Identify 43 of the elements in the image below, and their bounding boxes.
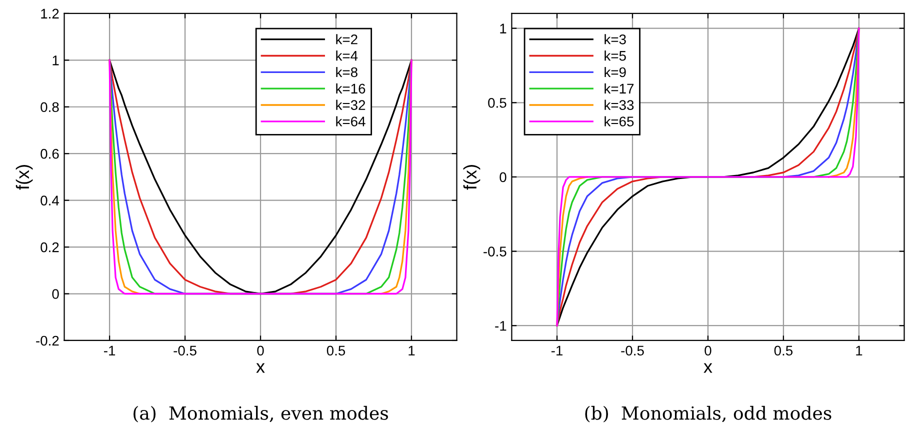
legend-label: k=4: [336, 50, 358, 61]
legend-label: k=2: [336, 34, 358, 44]
legend-label: k=16: [336, 83, 366, 94]
y-tick-label: 0.8: [40, 102, 59, 112]
x-axis-title: x: [256, 363, 265, 373]
y-tick-label: 0: [500, 172, 506, 182]
x-axis-title: x: [704, 363, 712, 373]
y-tick-label: 0: [52, 289, 59, 299]
x-tick-label: 0: [704, 346, 712, 356]
x-tick-label: 0.5: [326, 346, 346, 356]
y-tick-label: 1.2: [41, 8, 59, 18]
legend-label: k=17: [604, 83, 634, 94]
y-tick-label: -0.5: [484, 246, 506, 256]
legend-label: k=32: [336, 100, 366, 110]
legend-label: k=3: [604, 34, 626, 44]
x-tick-label: -1: [551, 346, 563, 356]
y-tick-label: 1: [500, 24, 506, 34]
x-tick-label: 1: [856, 346, 862, 356]
y-tick-label: 0.4: [40, 196, 59, 206]
legend-label: k=9: [604, 66, 626, 78]
legend-label: k=64: [336, 116, 366, 126]
legend-label: k=5: [604, 50, 626, 61]
line-series: [108, 59, 412, 295]
x-tick-label: -1: [104, 346, 116, 356]
line-series: [556, 27, 860, 326]
legend-label: k=8: [336, 66, 358, 78]
x-tick-label: 0: [257, 346, 264, 356]
y-tick-label: -0.2: [36, 336, 59, 346]
text: (a) Monomials, even modes: [134, 406, 388, 422]
x-tick-label: 1: [408, 346, 415, 356]
legend-label: k=65: [604, 116, 634, 126]
x-tick-label: -0.5: [621, 346, 644, 356]
y-tick-label: 0.6: [40, 148, 59, 159]
text: (b) Monomials, odd modes: [585, 406, 832, 422]
y-tick-label: -1: [495, 321, 506, 331]
legend-label: k=33: [604, 100, 634, 110]
y-tick-label: 0.5: [488, 98, 506, 108]
y-axis-title: f(x): [16, 165, 33, 190]
y-axis-title: f(x): [463, 165, 480, 190]
x-tick-label: -0.5: [174, 346, 196, 356]
y-tick-label: 0.2: [40, 242, 59, 252]
y-tick-label: 1: [52, 56, 59, 66]
x-tick-label: 0.5: [774, 346, 793, 356]
